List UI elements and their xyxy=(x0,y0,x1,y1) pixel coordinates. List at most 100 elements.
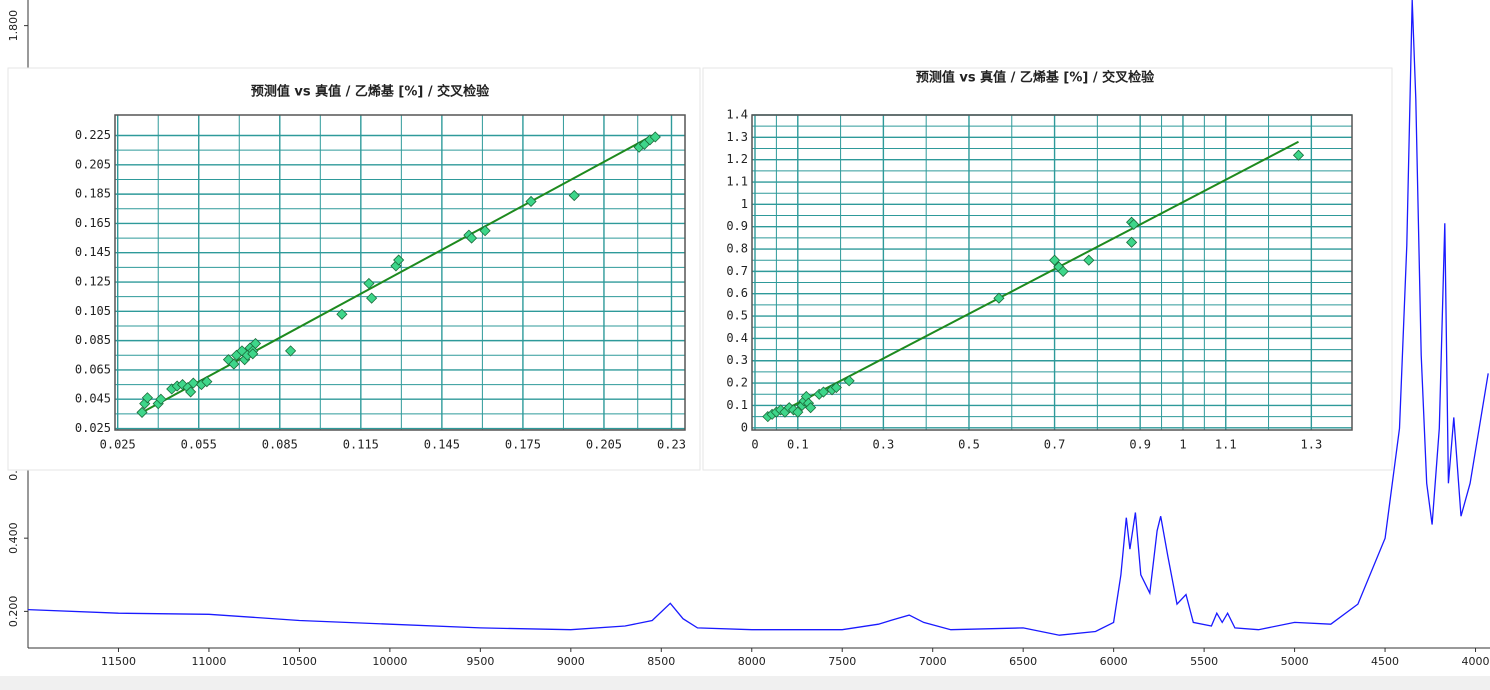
data-point xyxy=(201,376,213,388)
y-tick-label: 0.8 xyxy=(726,242,748,256)
x-tick-label: 0 xyxy=(751,438,758,452)
data-point xyxy=(830,381,842,394)
plot-border xyxy=(751,114,1353,431)
x-tick-label: 0.9 xyxy=(1129,438,1151,452)
data-point xyxy=(1083,254,1095,266)
data-point xyxy=(843,375,855,387)
data-point xyxy=(285,345,297,357)
y-tick-label: 0.125 xyxy=(75,275,111,289)
data-point xyxy=(366,292,378,304)
x-tick-label: 11500 xyxy=(101,655,136,668)
x-tick-label: 7500 xyxy=(828,655,856,668)
y-tick-label: 0.225 xyxy=(75,128,111,142)
data-point xyxy=(1292,149,1305,161)
data-point xyxy=(1049,254,1061,266)
x-tick-label: 7000 xyxy=(919,655,947,668)
y-tick-label: 0.6 xyxy=(726,286,748,300)
y-tick-label: 0.2 xyxy=(726,376,748,390)
x-tick-label: 9500 xyxy=(466,655,494,668)
y-tick-label: 1.3 xyxy=(726,130,748,144)
data-point xyxy=(336,308,348,320)
y-tick-label: 0.205 xyxy=(75,157,111,171)
y-tick-label: 0.145 xyxy=(75,245,111,259)
x-tick-label: 8500 xyxy=(647,655,675,668)
chart-title: 预测值 vs 真值 / 乙烯基 [%] / 交叉检验 xyxy=(251,84,490,100)
spectrum-line xyxy=(27,0,1489,636)
chart-title: 预测值 vs 真值 / 乙烯基 [%] / 交叉检验 xyxy=(916,70,1155,86)
y-tick-label: 0.025 xyxy=(75,421,111,435)
y-tick-label: 1.2 xyxy=(726,152,748,166)
x-tick-label: 11000 xyxy=(191,655,226,668)
y-tick-label: 0.400 xyxy=(7,522,20,554)
y-tick-label: 0.7 xyxy=(726,264,748,278)
y-tick-label: 0.5 xyxy=(726,309,748,323)
data-point xyxy=(247,348,259,360)
y-tick-label: 0.045 xyxy=(75,392,111,406)
footer-strip xyxy=(0,676,1490,690)
data-point xyxy=(363,277,375,290)
data-point xyxy=(993,292,1005,304)
y-tick-label: 1 xyxy=(741,197,748,211)
x-tick-label: 0.5 xyxy=(958,438,980,452)
data-point xyxy=(155,393,167,405)
x-tick-label: 4500 xyxy=(1371,655,1399,668)
x-tick-label: 1.1 xyxy=(1215,438,1237,452)
y-tick-label: 0.4 xyxy=(726,331,748,345)
y-tick-label: 1.1 xyxy=(726,175,748,189)
y-tick-label: 1.800 xyxy=(7,10,20,42)
plot-border xyxy=(114,114,686,431)
fit-line xyxy=(767,140,1299,420)
y-tick-label: 0 xyxy=(741,420,748,434)
y-tick-label: 0.105 xyxy=(75,304,111,318)
x-tick-label: 1.3 xyxy=(1301,438,1323,452)
y-tick-label: 0.200 xyxy=(7,596,20,628)
data-point xyxy=(228,358,240,370)
data-point xyxy=(136,406,148,418)
data-point xyxy=(792,406,804,418)
y-tick-label: 0.185 xyxy=(75,187,111,201)
plot-area xyxy=(752,115,1352,430)
data-point xyxy=(479,225,491,237)
data-point xyxy=(568,190,580,202)
x-tick-label: 0.205 xyxy=(586,438,622,452)
x-tick-label: 1 xyxy=(1179,438,1186,452)
x-tick-label: 0.175 xyxy=(505,438,541,452)
x-tick-label: 8000 xyxy=(738,655,766,668)
data-point xyxy=(817,386,830,398)
y-tick-label: 0.3 xyxy=(726,353,748,367)
x-tick-label: 0.7 xyxy=(1044,438,1066,452)
x-tick-label: 0.025 xyxy=(100,438,136,452)
x-tick-label: 0.115 xyxy=(343,438,379,452)
x-tick-label: 6000 xyxy=(1100,655,1128,668)
y-tick-label: 0.085 xyxy=(75,333,111,347)
x-tick-label: 0.055 xyxy=(181,438,217,452)
data-point xyxy=(1126,236,1138,248)
y-tick-label: 1.4 xyxy=(726,108,748,122)
x-tick-label: 10000 xyxy=(372,655,407,668)
data-point xyxy=(249,337,262,350)
y-tick-label: 0.065 xyxy=(75,362,111,376)
x-tick-label: 0.145 xyxy=(424,438,460,452)
data-point xyxy=(185,386,197,398)
x-tick-label: 10500 xyxy=(282,655,317,668)
data-point xyxy=(1057,265,1069,277)
fit-line xyxy=(138,133,656,415)
x-tick-label: 4000 xyxy=(1462,655,1490,668)
data-point xyxy=(187,377,199,389)
x-tick-label: 5000 xyxy=(1281,655,1309,668)
x-tick-label: 0.085 xyxy=(262,438,298,452)
x-tick-label: 5500 xyxy=(1190,655,1218,668)
y-tick-label: 0.1 xyxy=(726,398,748,412)
data-point xyxy=(466,232,478,244)
x-tick-label: 6500 xyxy=(1009,655,1037,668)
data-point xyxy=(805,402,817,414)
x-tick-label: 0.1 xyxy=(787,438,809,452)
data-point xyxy=(1128,218,1140,231)
x-tick-label: 0.23 xyxy=(657,438,686,452)
data-point xyxy=(649,131,661,143)
data-point xyxy=(393,254,405,266)
x-tick-label: 9000 xyxy=(557,655,585,668)
y-tick-label: 0.165 xyxy=(75,216,111,230)
y-tick-label: 0.9 xyxy=(726,219,748,233)
